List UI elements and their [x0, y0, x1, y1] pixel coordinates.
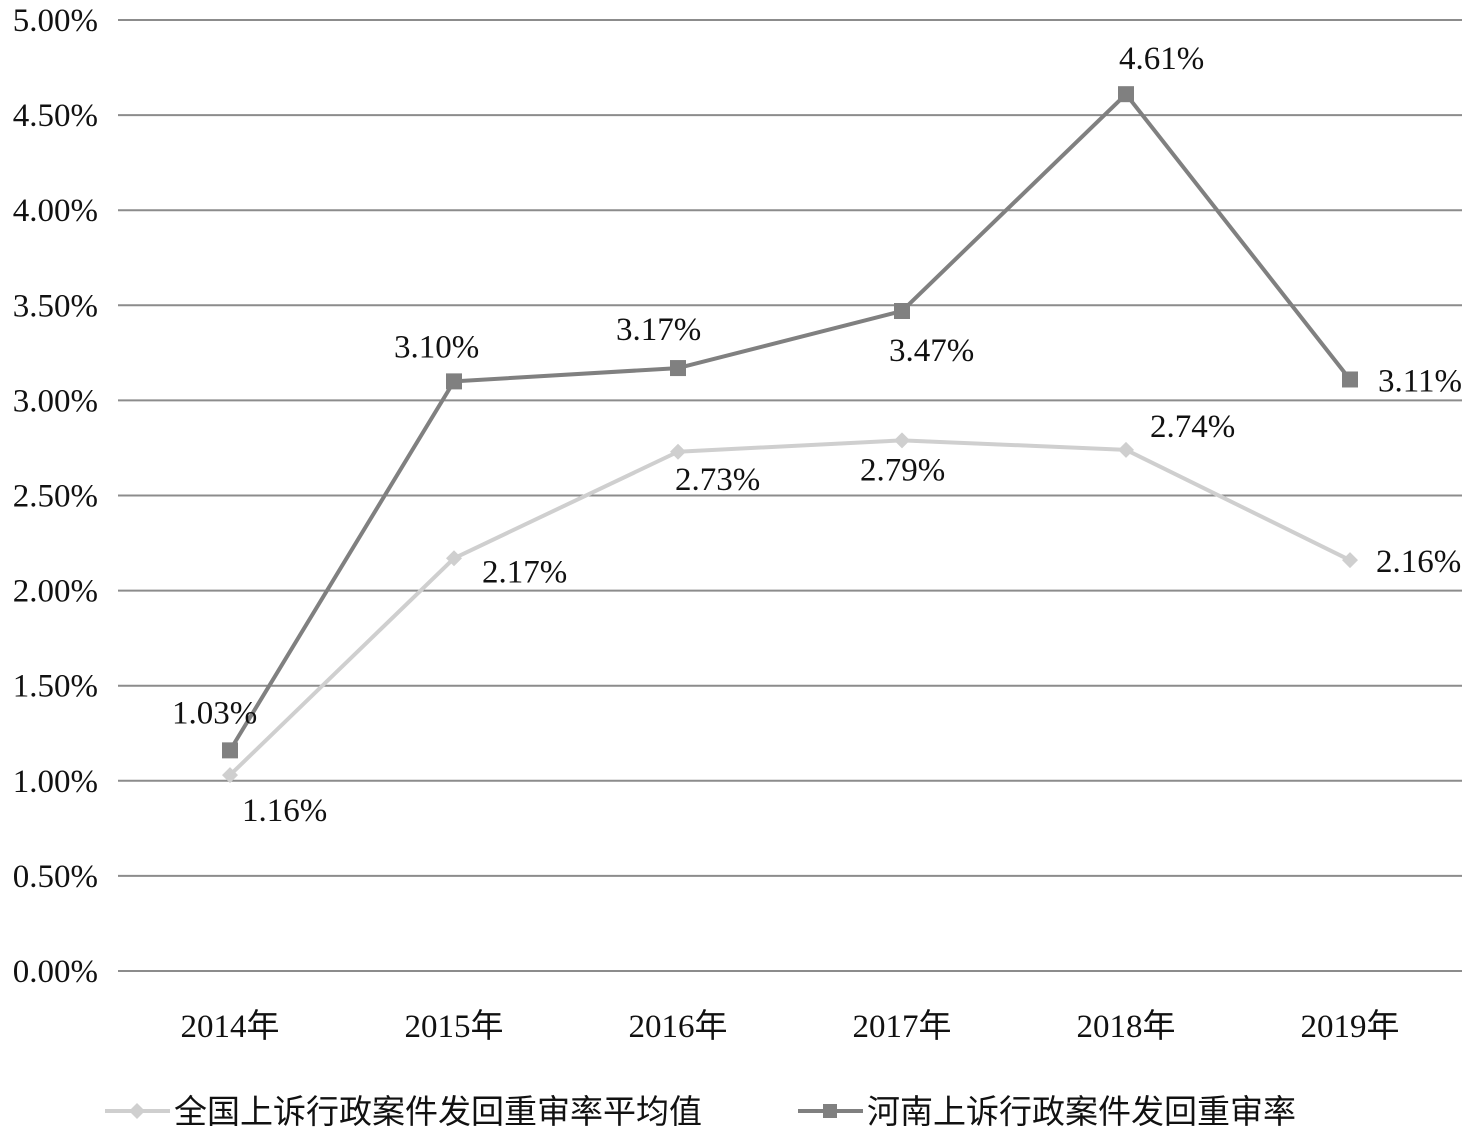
square-marker [1118, 86, 1134, 103]
y-tick-label: 2.00% [13, 574, 98, 610]
data-label: 2.79% [860, 452, 945, 488]
square-marker [222, 742, 238, 759]
y-tick-label: 2.50% [13, 479, 98, 515]
data-label: 3.11% [1378, 363, 1462, 399]
series-lines [222, 86, 1358, 784]
x-tick-label: 2015年 [405, 1008, 504, 1045]
y-tick-label: 4.00% [13, 193, 98, 229]
data-label: 1.16% [242, 793, 327, 829]
data-labels: 1.16% 2.17% 2.73% 2.79% 2.74% 2.16% 1.03% 3.10%… [172, 41, 1462, 829]
y-tick-label: 1.50% [13, 669, 98, 705]
diamond-marker [894, 432, 910, 449]
y-tick-label: 3.00% [13, 383, 98, 419]
data-label: 2.16% [1376, 544, 1461, 580]
gridlines [118, 19, 1462, 972]
legend-item-national: 全国上诉行政案件发回重审率平均值 [105, 1094, 702, 1131]
square-marker [894, 303, 910, 320]
y-tick-label: 5.00% [13, 3, 98, 39]
data-label: 4.61% [1119, 41, 1204, 77]
diamond-marker [446, 550, 462, 567]
legend-marker-diamond-icon [129, 1103, 145, 1119]
x-axis-tick-labels: 2014年 2015年 2016年 2017年 2018年 2019年 [181, 1008, 1400, 1045]
legend-label-henan: 河南上诉行政案件发回重审率 [867, 1094, 1296, 1131]
diamond-marker [1118, 441, 1134, 458]
y-tick-label: 0.00% [13, 954, 98, 990]
x-tick-label: 2019年 [1301, 1008, 1400, 1045]
diamond-marker [670, 443, 686, 460]
data-label: 1.03% [172, 695, 257, 731]
y-tick-label: 1.00% [13, 764, 98, 800]
legend-label-national: 全国上诉行政案件发回重审率平均值 [174, 1094, 702, 1131]
diamond-marker [1342, 552, 1358, 569]
data-label: 2.73% [675, 462, 760, 498]
x-tick-label: 2018年 [1077, 1008, 1176, 1045]
y-tick-label: 4.50% [13, 98, 98, 134]
legend: 全国上诉行政案件发回重审率平均值 河南上诉行政案件发回重审率 [105, 1094, 1296, 1131]
y-tick-label: 3.50% [13, 288, 98, 324]
data-label: 3.47% [889, 333, 974, 369]
square-marker [446, 373, 462, 390]
square-marker [1342, 371, 1358, 388]
x-tick-label: 2016年 [629, 1008, 728, 1045]
square-marker [670, 360, 686, 377]
y-tick-label: 0.50% [13, 859, 98, 895]
x-tick-label: 2017年 [853, 1008, 952, 1045]
data-label: 2.17% [482, 554, 567, 590]
y-axis-tick-labels: 0.00% 0.50% 1.00% 1.50% 2.00% 2.50% 3.00% 3.50%… [13, 3, 98, 990]
x-tick-label: 2014年 [181, 1008, 280, 1045]
series-line-0 [228, 438, 1351, 777]
legend-item-henan: 河南上诉行政案件发回重审率 [798, 1094, 1296, 1131]
legend-marker-square-icon [823, 1104, 837, 1118]
series-line-1 [228, 92, 1352, 752]
data-label: 3.10% [394, 329, 479, 365]
data-label: 2.74% [1150, 409, 1235, 445]
diamond-marker [222, 767, 238, 784]
data-label: 3.17% [616, 312, 701, 348]
